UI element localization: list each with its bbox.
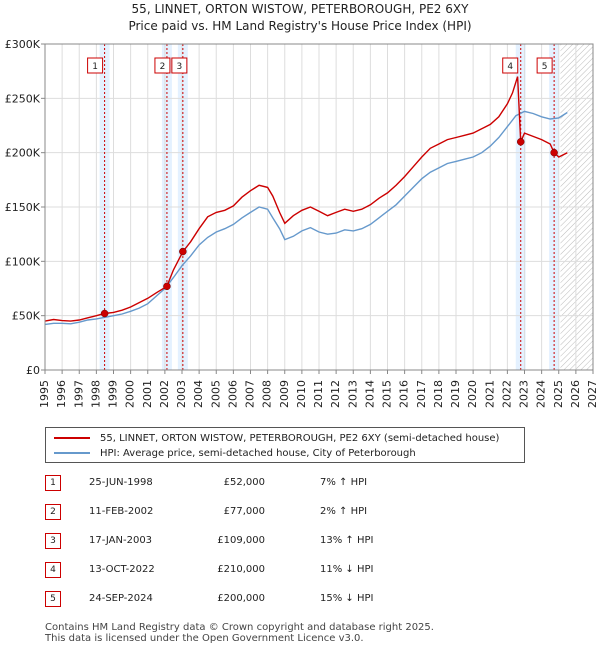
price-chart: 1 2 3 4 5£0£50K£100K£150K£200K£250K£300K1995… <box>5 38 599 408</box>
transaction-number: 3 <box>45 533 61 549</box>
x-tick-label: 2022 <box>500 380 513 408</box>
x-tick-label: 1995 <box>38 380 51 408</box>
x-tick-label: 2002 <box>158 380 171 408</box>
sale-label-box-3 <box>171 57 188 74</box>
chart-title: 55, LINNET, ORTON WISTOW, PETERBOROUGH, … <box>131 2 469 16</box>
x-tick-label: 2018 <box>432 380 445 408</box>
x-tick-label: 1997 <box>72 380 85 408</box>
transaction-row: 2 11-FEB-2002 £77,000 2% ↑ HPI <box>45 503 545 523</box>
sale-label-2: 2 <box>160 62 166 72</box>
transaction-hpi-change: 11% ↓ HPI <box>320 564 374 575</box>
sale-label-1: 1 <box>92 62 98 72</box>
x-tick-label: 2012 <box>329 380 342 408</box>
transaction-number: 5 <box>45 591 61 607</box>
transaction-price: £200,000 <box>217 593 265 604</box>
x-tick-label: 2017 <box>415 380 428 408</box>
legend: 55, LINNET, ORTON WISTOW, PETERBOROUGH, … <box>45 427 525 463</box>
sale-label-box-1 <box>87 57 104 74</box>
sale-marker-2 <box>163 282 171 291</box>
y-tick-label: £150K <box>5 201 41 214</box>
transaction-date: 13-OCT-2022 <box>89 564 155 575</box>
legend-item-hpi: HPI: Average price, semi-detached house,… <box>54 446 416 460</box>
transaction-row: 3 17-JAN-2003 £109,000 13% ↑ HPI <box>45 532 545 552</box>
x-tick-label: 1999 <box>107 380 120 408</box>
x-tick-label: 2024 <box>535 380 548 408</box>
sale-label-box-2 <box>154 57 171 74</box>
transaction-hpi-change: 13% ↑ HPI <box>320 535 374 546</box>
x-tick-label: 2007 <box>244 380 257 408</box>
sale-marker-4 <box>516 138 525 146</box>
y-tick-label: £200K <box>5 147 41 160</box>
sale-label-3: 3 <box>176 62 182 72</box>
x-tick-label: 2001 <box>141 380 154 408</box>
y-tick-label: £50K <box>12 310 41 323</box>
transaction-hpi-change: 7% ↑ HPI <box>320 477 368 488</box>
x-tick-label: 1998 <box>89 380 102 408</box>
sale-marker-5 <box>550 148 558 157</box>
y-tick-label: £100K <box>5 255 41 268</box>
y-tick-label: £0 <box>26 364 40 377</box>
legend-label-property: 55, LINNET, ORTON WISTOW, PETERBOROUGH, … <box>100 432 500 444</box>
legend-swatch-blue <box>54 452 90 454</box>
transaction-date: 25-JUN-1998 <box>89 477 153 488</box>
transaction-hpi-change: 2% ↑ HPI <box>320 506 368 517</box>
sale-marker-3 <box>179 247 187 256</box>
transaction-row: 4 13-OCT-2022 £210,000 11% ↓ HPI <box>45 561 545 581</box>
footer-copyright: Contains HM Land Registry data © Crown c… <box>45 622 434 633</box>
x-tick-label: 2013 <box>346 380 359 408</box>
x-tick-label: 2005 <box>209 380 222 408</box>
hpi-series-line <box>44 110 568 326</box>
transaction-price: £109,000 <box>217 535 265 546</box>
transaction-price: £210,000 <box>217 564 265 575</box>
x-tick-label: 1996 <box>55 380 68 408</box>
transaction-date: 11-FEB-2002 <box>89 506 154 517</box>
y-tick-label: £300K <box>5 38 41 51</box>
x-tick-label: 2004 <box>192 380 205 408</box>
x-tick-label: 2003 <box>175 380 188 408</box>
legend-swatch-red <box>54 437 90 439</box>
transaction-hpi-change: 15% ↓ HPI <box>320 593 374 604</box>
sale-label-box-5 <box>536 57 553 74</box>
legend-label-hpi: HPI: Average price, semi-detached house,… <box>100 447 416 459</box>
sale-label-4: 4 <box>507 62 513 72</box>
transaction-number: 2 <box>45 504 61 520</box>
transaction-row: 1 25-JUN-1998 £52,000 7% ↑ HPI <box>45 474 545 494</box>
legend-item-property: 55, LINNET, ORTON WISTOW, PETERBOROUGH, … <box>54 431 499 445</box>
x-tick-label: 2027 <box>586 380 599 408</box>
transaction-date: 17-JAN-2003 <box>89 535 153 546</box>
x-tick-label: 2021 <box>483 380 496 408</box>
x-tick-label: 2026 <box>569 380 582 408</box>
sale-label-5: 5 <box>542 62 548 72</box>
transaction-number: 4 <box>45 562 61 578</box>
x-tick-label: 2014 <box>363 380 376 408</box>
transaction-price: £52,000 <box>223 477 265 488</box>
transaction-date: 24-SEP-2024 <box>89 593 153 604</box>
transaction-number: 1 <box>45 475 61 491</box>
transaction-row: 5 24-SEP-2024 £200,000 15% ↓ HPI <box>45 590 545 610</box>
x-tick-label: 2023 <box>518 380 531 408</box>
x-tick-label: 2020 <box>466 380 479 408</box>
x-tick-label: 2019 <box>449 380 462 408</box>
x-tick-label: 2015 <box>381 380 394 408</box>
x-tick-label: 2009 <box>278 380 291 408</box>
sale-label-box-4 <box>502 57 519 74</box>
chart-subtitle: Price paid vs. HM Land Registry's House … <box>128 19 472 33</box>
x-tick-label: 2016 <box>398 380 411 408</box>
x-tick-label: 2011 <box>312 380 325 408</box>
x-tick-label: 2000 <box>124 380 137 408</box>
x-tick-label: 2010 <box>295 380 308 408</box>
x-tick-label: 2025 <box>552 380 565 408</box>
x-tick-label: 2008 <box>261 380 274 408</box>
y-tick-label: £250K <box>5 92 41 105</box>
sale-marker-1 <box>100 309 109 318</box>
footer-licence: This data is licensed under the Open Gov… <box>45 633 364 644</box>
x-tick-label: 2006 <box>226 380 239 408</box>
property-series-line <box>44 76 568 322</box>
transaction-price: £77,000 <box>223 506 265 517</box>
